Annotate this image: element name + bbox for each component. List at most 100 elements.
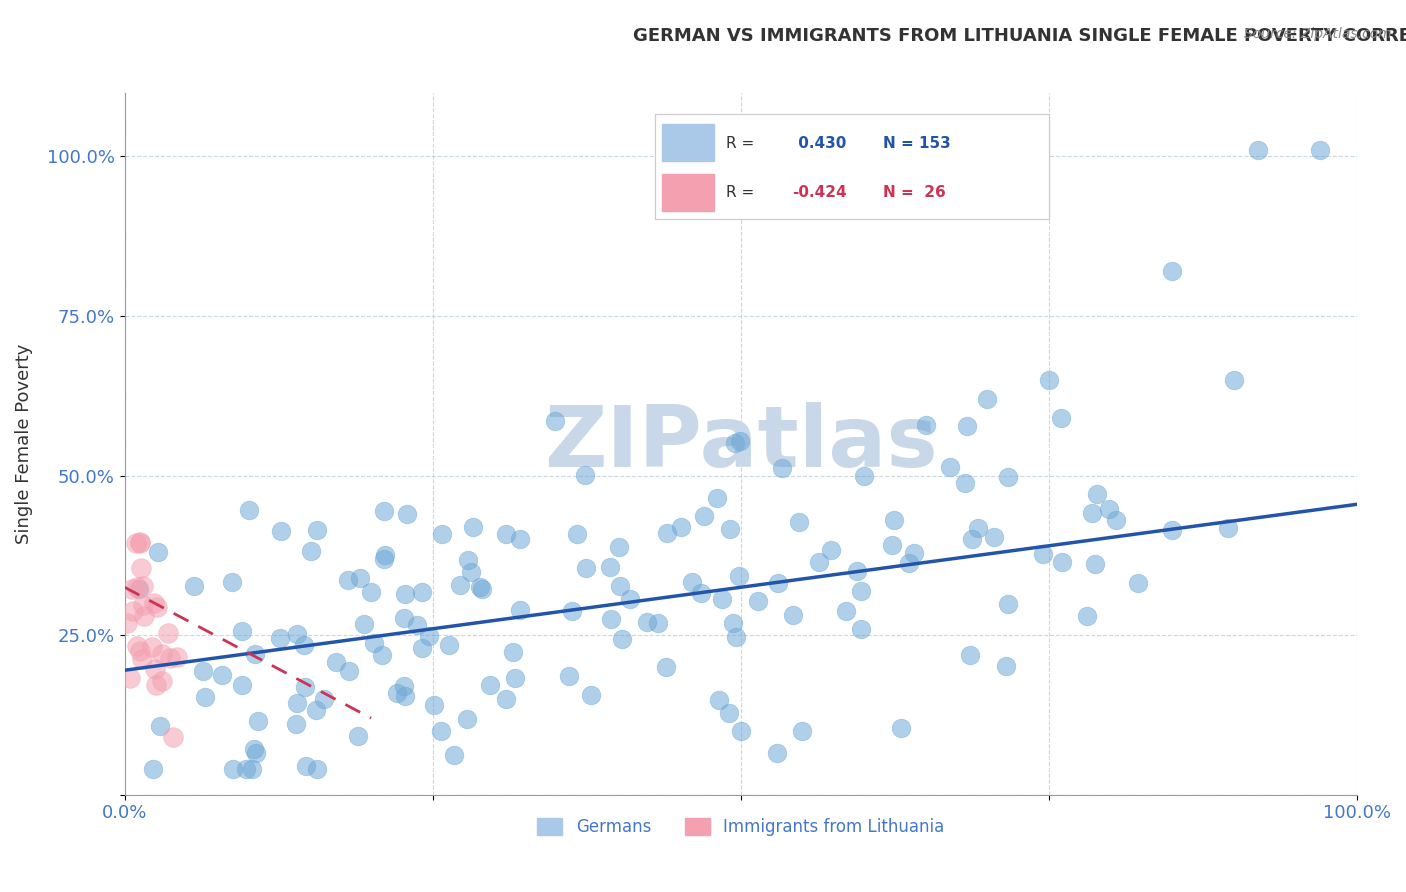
Point	[723, 616, 745, 631]
Point	[246, 714, 269, 729]
Point	[1105, 513, 1128, 527]
Point	[294, 680, 316, 694]
Point	[461, 520, 484, 534]
Point	[305, 523, 328, 537]
Point	[1218, 521, 1240, 535]
Point	[1083, 557, 1105, 571]
Point	[471, 582, 494, 597]
Point	[132, 598, 155, 612]
Point	[304, 703, 326, 717]
Point	[312, 692, 335, 706]
Point	[157, 625, 180, 640]
Text: GERMAN VS IMMIGRANTS FROM LITHUANIA SINGLE FEMALE POVERTY CORRELATION CHART: GERMAN VS IMMIGRANTS FROM LITHUANIA SING…	[633, 27, 1406, 45]
Point	[983, 530, 1005, 544]
Point	[599, 559, 621, 574]
Point	[976, 392, 998, 406]
Text: ZIPatlas: ZIPatlas	[544, 402, 938, 485]
Point	[411, 641, 433, 656]
Point	[132, 579, 155, 593]
Point	[299, 543, 322, 558]
Point	[647, 616, 669, 631]
Point	[457, 553, 479, 567]
Point	[183, 579, 205, 593]
Point	[145, 677, 167, 691]
Point	[1081, 506, 1104, 520]
Point	[349, 571, 371, 585]
Point	[337, 664, 360, 678]
Point	[1050, 411, 1073, 425]
Point	[600, 612, 623, 626]
Point	[565, 527, 588, 541]
Point	[142, 762, 165, 776]
Point	[561, 604, 583, 618]
Point	[443, 747, 465, 762]
Point	[194, 690, 217, 705]
Point	[671, 519, 693, 533]
Point	[373, 552, 395, 566]
Point	[456, 712, 478, 726]
Point	[143, 597, 166, 611]
Point	[1128, 576, 1150, 591]
Point	[411, 585, 433, 599]
Point	[903, 546, 925, 560]
Point	[820, 543, 842, 558]
Point	[502, 645, 524, 659]
Point	[245, 746, 267, 760]
Point	[146, 600, 169, 615]
Point	[1076, 608, 1098, 623]
Point	[131, 652, 153, 666]
Point	[1222, 373, 1244, 387]
Point	[193, 664, 215, 678]
Point	[509, 532, 531, 546]
Point	[711, 591, 734, 606]
Point	[292, 638, 315, 652]
Point	[728, 434, 751, 448]
Point	[782, 607, 804, 622]
Point	[129, 535, 152, 549]
Point	[242, 742, 264, 756]
Point	[437, 638, 460, 652]
Point	[479, 678, 502, 692]
Point	[449, 578, 471, 592]
Point	[607, 540, 630, 554]
Point	[243, 647, 266, 661]
Point	[159, 651, 181, 665]
Point	[337, 574, 360, 588]
Point	[221, 575, 243, 590]
Point	[1085, 487, 1108, 501]
Point	[432, 526, 454, 541]
Point	[353, 616, 375, 631]
Point	[141, 640, 163, 655]
Point	[468, 581, 491, 595]
Point	[579, 688, 602, 702]
Point	[717, 706, 740, 720]
Point	[495, 527, 517, 541]
Point	[883, 513, 905, 527]
Point	[132, 609, 155, 624]
Legend: Germans, Immigrants from Lithuania: Germans, Immigrants from Lithuania	[531, 811, 950, 843]
Point	[394, 689, 416, 703]
Point	[270, 524, 292, 538]
Point	[787, 515, 810, 529]
Point	[766, 575, 789, 590]
Point	[959, 648, 981, 662]
Point	[792, 723, 814, 738]
Point	[284, 717, 307, 731]
Point	[880, 539, 903, 553]
Point	[238, 502, 260, 516]
Point	[636, 615, 658, 629]
Point	[127, 580, 149, 594]
Point	[575, 561, 598, 575]
Point	[718, 522, 741, 536]
Point	[429, 724, 451, 739]
Point	[654, 659, 676, 673]
Point	[728, 569, 751, 583]
Point	[953, 476, 976, 491]
Point	[363, 636, 385, 650]
Point	[835, 604, 858, 618]
Point	[129, 644, 152, 658]
Point	[960, 532, 983, 546]
Point	[295, 759, 318, 773]
Point	[967, 520, 990, 534]
Point	[851, 623, 873, 637]
